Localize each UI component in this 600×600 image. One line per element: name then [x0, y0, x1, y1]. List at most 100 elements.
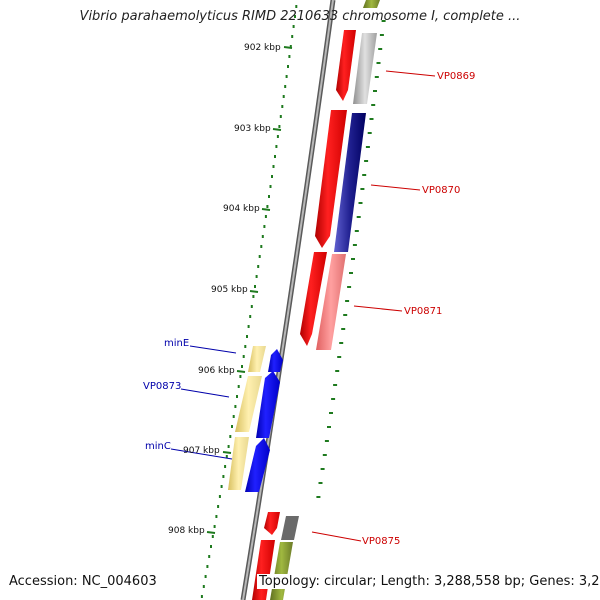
tick-dot — [278, 125, 281, 128]
tick-label: 902 kbp — [244, 43, 281, 53]
tick-dot — [225, 455, 228, 458]
guide-dot — [364, 160, 369, 162]
tick-mark — [222, 451, 232, 454]
tick-dot — [281, 105, 284, 108]
tick-dot — [227, 445, 230, 448]
guide-dot — [354, 230, 359, 232]
tick-mark — [206, 531, 216, 534]
ticks: 902 kbp 903 kbp 904 kbp 905 kbp 906 kbp … — [168, 43, 293, 536]
tick-dot — [213, 525, 216, 528]
tick-dot — [295, 5, 298, 8]
tick-mark — [283, 46, 293, 49]
tick-dot — [241, 365, 243, 368]
tick-dot — [237, 385, 240, 388]
guide-dot — [329, 412, 333, 414]
tick-mark — [261, 208, 271, 211]
gene-label-VP0871[interactable]: VP0871 — [404, 306, 442, 317]
gene-label-minC[interactable]: minC — [145, 441, 171, 452]
gene-label-VP0870[interactable]: VP0870 — [422, 185, 460, 196]
gene-label-VP0869[interactable]: VP0869 — [437, 71, 475, 82]
tick-dot — [261, 235, 264, 238]
gene-label-VP0873[interactable]: VP0873 — [143, 381, 181, 392]
gene-minC-feature[interactable] — [228, 437, 270, 492]
gene-minE-feature[interactable] — [248, 346, 283, 372]
tick-dot — [232, 415, 235, 418]
tick-dot — [266, 205, 269, 208]
tick-dot — [229, 435, 232, 438]
guide-dot — [381, 20, 386, 22]
guide-dot — [339, 342, 344, 344]
tick-dot — [291, 35, 294, 38]
guide-dot — [318, 482, 323, 484]
guide-dot — [335, 370, 340, 372]
guide-dot — [373, 90, 377, 92]
guide-dot — [371, 104, 376, 106]
tick-dot — [210, 545, 212, 548]
tick-track — [200, 5, 298, 598]
tick-dot — [215, 515, 218, 518]
guide-dot — [343, 314, 348, 316]
label-leaders — [170, 70, 436, 542]
tick-dot — [252, 295, 255, 298]
guide-dot — [331, 398, 336, 400]
gene-VP0870-partner-feature[interactable] — [334, 113, 366, 252]
tick-dot — [254, 285, 256, 288]
guide-dot — [362, 174, 367, 176]
tick-dot — [220, 485, 223, 488]
tick-dot — [246, 335, 248, 338]
guide-dot — [367, 132, 372, 134]
gene-label-VP0875[interactable]: VP0875 — [362, 536, 400, 547]
gene-VP0870-feature[interactable] — [315, 110, 347, 248]
tick-dot — [276, 135, 279, 138]
tick-dot — [236, 395, 238, 398]
tick-label: 908 kbp — [168, 526, 205, 536]
guide-dot — [365, 146, 370, 148]
tick-dot — [268, 195, 270, 198]
tick-dot — [285, 75, 288, 78]
tick-mark — [236, 370, 246, 373]
tick-dot — [231, 425, 233, 428]
tick-label: 905 kbp — [211, 285, 248, 295]
guide-dot — [322, 454, 327, 456]
tick-dot — [272, 165, 275, 168]
tick-mark — [272, 128, 282, 131]
gene-VP0873-feature[interactable] — [235, 371, 280, 438]
tick-dot — [200, 595, 203, 598]
map-title: Vibrio parahaemolyticus RIMD 2210633 chr… — [79, 9, 521, 24]
tick-dot — [274, 155, 276, 158]
gene-VP0871-feature[interactable] — [300, 252, 327, 346]
gene-VP0871-partner-feature[interactable] — [316, 254, 346, 350]
guide-dot — [352, 244, 357, 246]
tick-dot — [250, 305, 253, 308]
guide-dot — [376, 62, 381, 64]
tick-dot — [257, 265, 260, 268]
guide-dot — [316, 496, 321, 498]
tick-dot — [211, 535, 214, 538]
guide-dot — [337, 356, 342, 358]
backbone-track — [240, 0, 336, 600]
gene-labels: VP0869 VP0870 VP0871 minE VP0873 minC VP… — [143, 71, 475, 547]
gene-VP0869-feature[interactable] — [336, 30, 356, 101]
guide-dot — [358, 202, 363, 204]
gene-VP0869-partner-feature[interactable] — [353, 0, 380, 104]
tick-dot — [224, 465, 227, 468]
guide-dot — [341, 328, 346, 330]
tick-dot — [260, 245, 263, 248]
guide-dot — [356, 216, 361, 218]
guide-dot — [360, 188, 365, 190]
tick-dot — [271, 175, 273, 178]
tick-dot — [292, 25, 295, 28]
guide-dot — [374, 76, 379, 78]
gene-label-minE[interactable]: minE — [164, 338, 189, 349]
tick-dot — [218, 495, 221, 498]
tick-dot — [242, 355, 245, 358]
tick-dot — [288, 55, 291, 58]
guide-dot — [347, 286, 352, 288]
tick-dot — [264, 215, 267, 218]
tick-dot — [282, 95, 285, 98]
tick-mark — [249, 290, 259, 293]
tick-dot — [234, 405, 237, 408]
guide-dot — [324, 440, 329, 442]
tick-dot — [239, 375, 242, 378]
